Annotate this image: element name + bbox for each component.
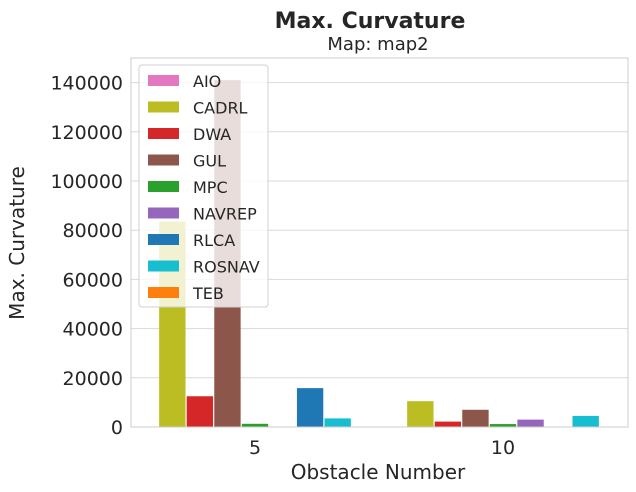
x-tick-label: 5 (249, 437, 261, 459)
bar-navrep-10 (517, 419, 544, 427)
y-tick-label: 60000 (63, 269, 123, 291)
chart-title: Max. Curvature (275, 9, 466, 34)
bar-mpc-5 (241, 423, 269, 427)
y-tick-label: 20000 (63, 368, 123, 390)
legend-label-cadrl: CADRL (193, 99, 248, 118)
legend-label-dwa: DWA (193, 125, 231, 144)
legend-label-rlca: RLCA (193, 231, 235, 250)
x-axis-ticks: 5 10 (249, 437, 515, 459)
y-axis-ticks: 0 20000 40000 60000 80000 100000 120000 140000 (50, 73, 123, 439)
legend-swatch-rosnav (148, 260, 179, 272)
legend-swatch-mpc (148, 181, 179, 192)
legend-label-navrep: NAVREP (193, 205, 257, 224)
legend-label-mpc: MPC (193, 178, 228, 197)
plot-frame (130, 57, 629, 428)
x-axis-label: Obstacle Number (291, 460, 466, 484)
bar-dwa-5 (186, 396, 214, 427)
legend-label-gul: GUL (193, 152, 226, 171)
legend: AIO CADRL DWA GUL MPC NAVREP RLCA ROSNAV TEB (138, 64, 269, 308)
y-tick-label: 120000 (50, 122, 123, 144)
legend-swatch-navrep (148, 207, 179, 219)
legend-swatch-cadrl (148, 101, 179, 113)
chart-subtitle: Map: map2 (327, 34, 428, 55)
legend-box (138, 64, 269, 308)
legend-swatch-aio (148, 75, 179, 86)
bar-rosnav-10 (572, 415, 599, 427)
legend-swatch-teb (148, 287, 179, 298)
bar-gul-10 (462, 409, 489, 427)
x-tick-label: 10 (491, 437, 515, 459)
y-tick-label: 80000 (63, 220, 123, 242)
y-tick-label: 40000 (63, 319, 123, 341)
bar-cadrl-10 (407, 401, 434, 427)
y-tick-label: 100000 (50, 171, 123, 193)
legend-label-aio: AIO (193, 72, 221, 91)
legend-swatch-gul (148, 154, 179, 166)
y-tick-label: 140000 (50, 73, 123, 95)
bar-rlca-5 (296, 388, 324, 427)
bar-rosnav-5 (324, 418, 351, 427)
bar-mpc-10 (489, 424, 517, 427)
legend-swatch-rlca (148, 234, 179, 245)
y-axis-label: Max. Curvature (5, 166, 29, 320)
legend-label-rosnav: ROSNAV (193, 258, 260, 277)
legend-label-teb: TEB (192, 284, 224, 303)
y-tick-label: 0 (111, 417, 123, 439)
bar-dwa-10 (434, 421, 462, 427)
legend-swatch-dwa (148, 128, 179, 139)
